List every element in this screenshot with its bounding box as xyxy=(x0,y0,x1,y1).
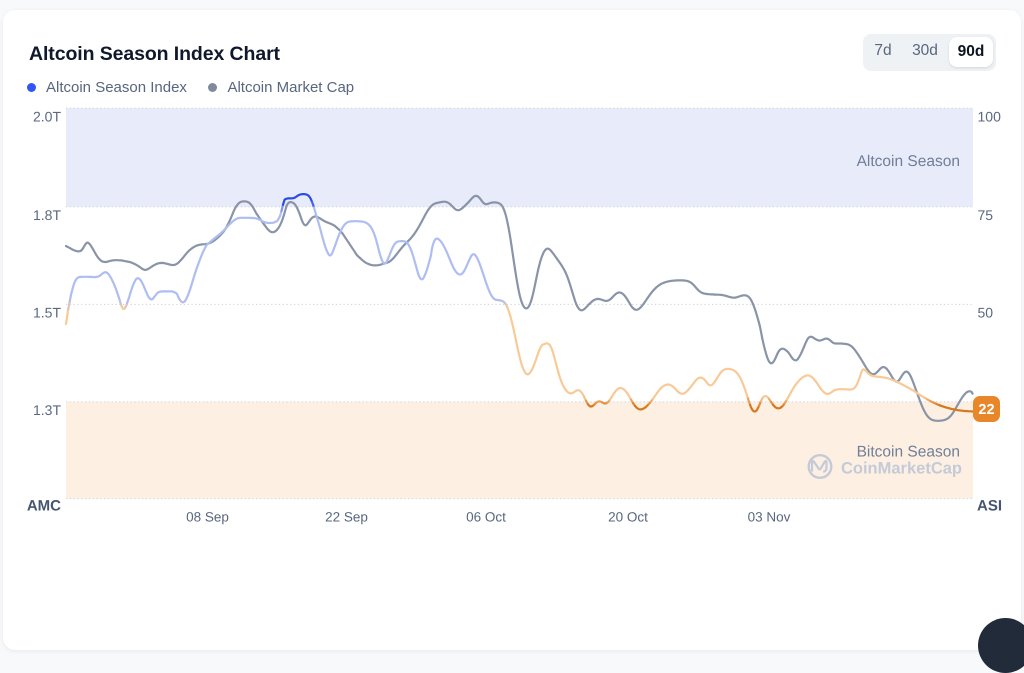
svg-text:20 Oct: 20 Oct xyxy=(608,510,648,525)
svg-text:75: 75 xyxy=(978,207,994,223)
svg-text:08 Sep: 08 Sep xyxy=(186,510,229,525)
svg-text:22 Sep: 22 Sep xyxy=(325,510,368,525)
svg-text:06 Oct: 06 Oct xyxy=(466,510,506,525)
svg-text:ASI: ASI xyxy=(977,498,1002,515)
svg-text:CoinMarketCap: CoinMarketCap xyxy=(841,460,962,478)
svg-text:03 Nov: 03 Nov xyxy=(748,510,791,525)
svg-text:50: 50 xyxy=(978,305,994,321)
svg-text:1.8T: 1.8T xyxy=(33,207,61,223)
svg-text:1.3T: 1.3T xyxy=(33,402,61,418)
svg-text:Bitcoin Season: Bitcoin Season xyxy=(857,444,960,461)
svg-text:22: 22 xyxy=(978,402,994,418)
svg-text:AMC: AMC xyxy=(27,498,61,515)
svg-text:100: 100 xyxy=(978,108,1002,124)
svg-text:2.0T: 2.0T xyxy=(33,108,61,124)
svg-text:Altcoin Season: Altcoin Season xyxy=(857,153,960,170)
svg-text:1.5T: 1.5T xyxy=(33,305,61,321)
